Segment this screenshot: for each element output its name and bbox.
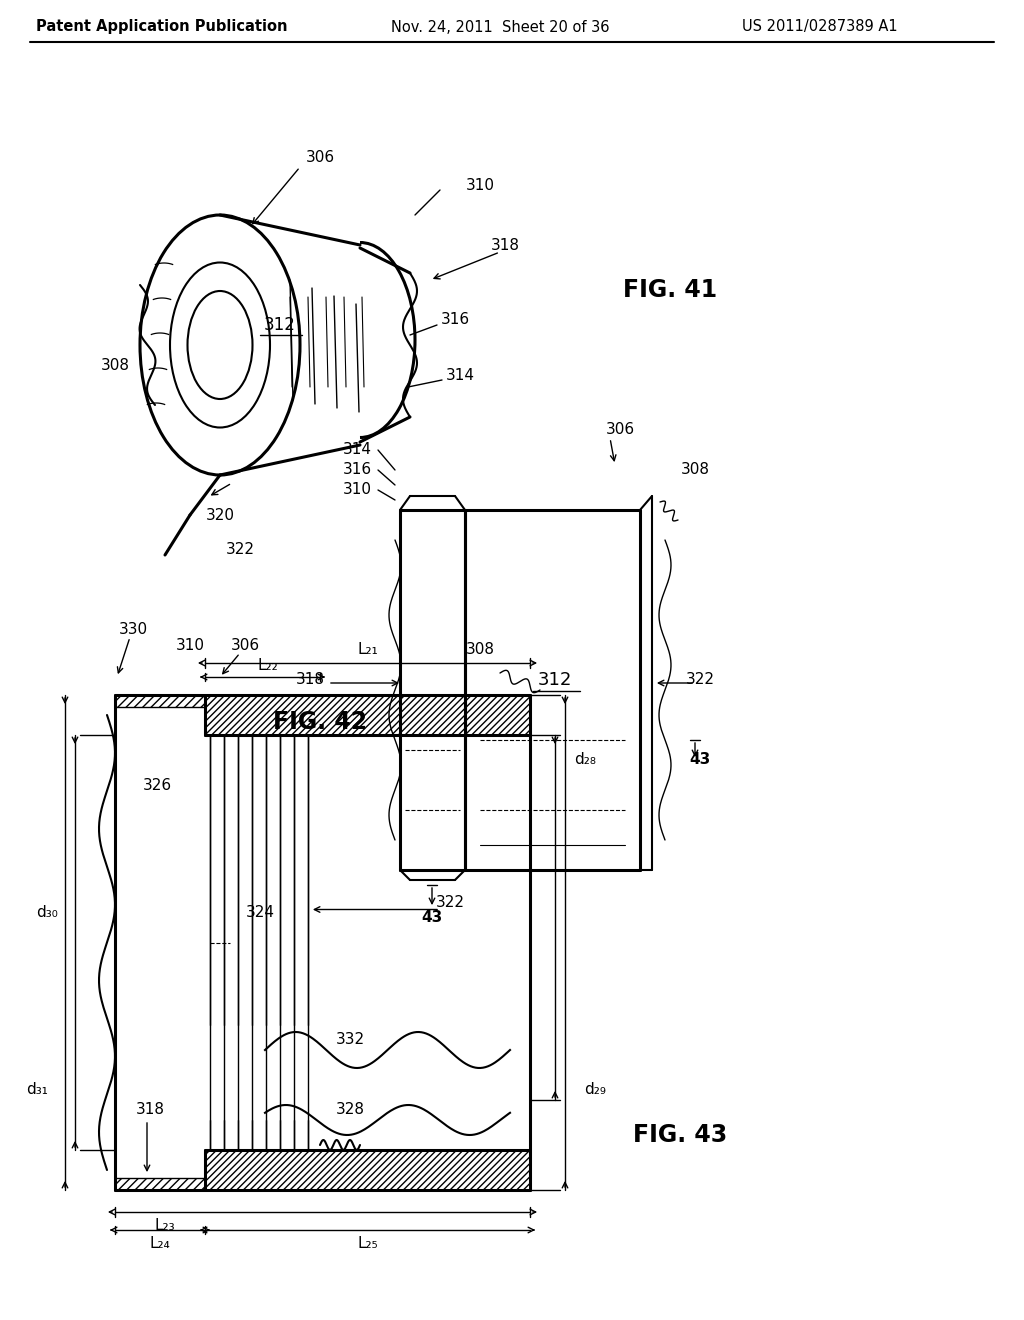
Text: 322: 322: [225, 543, 255, 557]
Text: 308: 308: [681, 462, 710, 478]
Text: d₂₈: d₂₈: [574, 752, 596, 767]
Text: 322: 322: [685, 672, 715, 688]
Text: d₃₀: d₃₀: [36, 906, 58, 920]
Text: Nov. 24, 2011  Sheet 20 of 36: Nov. 24, 2011 Sheet 20 of 36: [391, 20, 609, 34]
Text: 310: 310: [175, 638, 205, 652]
Text: d₃₁: d₃₁: [26, 1082, 48, 1097]
Text: L₂₅: L₂₅: [357, 1237, 378, 1251]
Bar: [115, 696, 205, 708]
Bar: [205, 696, 530, 735]
Text: 318: 318: [135, 1102, 165, 1118]
Text: FIG. 42: FIG. 42: [273, 710, 367, 734]
Text: 316: 316: [440, 313, 470, 327]
Text: FIG. 41: FIG. 41: [623, 279, 717, 302]
Text: 306: 306: [605, 422, 635, 437]
Text: L₂₄: L₂₄: [150, 1237, 170, 1251]
Text: 306: 306: [305, 149, 335, 165]
Text: 310: 310: [466, 177, 495, 193]
Text: 318: 318: [490, 238, 519, 252]
Bar: [205, 1150, 530, 1191]
Text: 312: 312: [538, 671, 572, 689]
Bar: [115, 1177, 205, 1191]
Text: 326: 326: [142, 777, 172, 792]
Text: 316: 316: [343, 462, 372, 478]
Text: 43: 43: [421, 911, 442, 925]
Text: 43: 43: [689, 752, 711, 767]
Text: L₂₂: L₂₂: [257, 657, 278, 672]
Text: Patent Application Publication: Patent Application Publication: [36, 20, 288, 34]
Text: 314: 314: [343, 442, 372, 458]
Text: 328: 328: [336, 1102, 365, 1118]
Text: d₂₉: d₂₉: [584, 1082, 606, 1097]
Text: 310: 310: [343, 483, 372, 498]
Text: 318: 318: [296, 672, 325, 688]
Text: 308: 308: [466, 643, 495, 657]
Text: FIG. 43: FIG. 43: [633, 1123, 727, 1147]
Text: 332: 332: [336, 1032, 365, 1048]
Text: 308: 308: [100, 358, 129, 372]
Text: 314: 314: [445, 367, 474, 383]
Text: 330: 330: [119, 623, 147, 638]
Text: US 2011/0287389 A1: US 2011/0287389 A1: [742, 20, 898, 34]
Text: 322: 322: [435, 895, 465, 909]
Text: 320: 320: [206, 507, 234, 523]
Text: L₂₁: L₂₁: [357, 642, 378, 656]
Text: 306: 306: [230, 638, 259, 652]
Text: 324: 324: [246, 906, 274, 920]
Text: 312: 312: [264, 315, 296, 334]
Text: L₂₃: L₂₃: [155, 1218, 175, 1233]
